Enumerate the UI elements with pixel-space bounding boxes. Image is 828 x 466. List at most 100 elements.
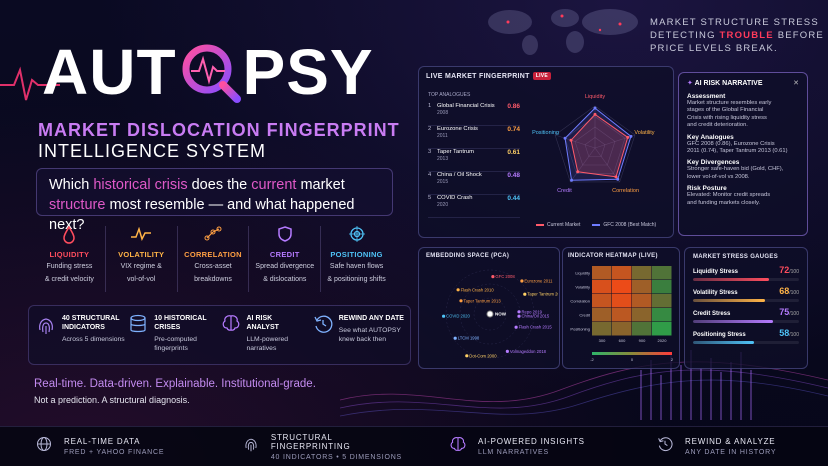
stat-title: 40 STRUCTURAL: [62, 315, 120, 322]
globe-icon: [34, 436, 54, 457]
embedding-point[interactable]: [459, 299, 463, 303]
dimension-positioning: POSITIONING Safe haven flows & positioni…: [321, 226, 392, 292]
gauge-label: Positioning Stress: [693, 332, 746, 338]
heatmap-cell[interactable]: [632, 322, 652, 336]
bottom-feature-bar: REAL-TIME DATA FRED + YAHOO FINANCE STRUC…: [0, 426, 828, 466]
radar-axis-label: Liquidity: [585, 94, 605, 100]
heatmap-cell[interactable]: [592, 280, 612, 294]
gauge-suffix: /100: [789, 269, 799, 275]
heatmap-cell[interactable]: [632, 280, 652, 294]
analogue-rank: 3: [428, 149, 432, 155]
heatmap-cell[interactable]: [632, 266, 652, 280]
stat-title: REWIND ANY DATE: [338, 315, 404, 322]
radar-series-current-point: [569, 138, 573, 142]
legend-current: Current Market: [536, 222, 580, 228]
radar-series-gfc-point: [593, 106, 597, 110]
heatmap-cell[interactable]: [652, 322, 672, 336]
ai-narrative-panel: ✦ AI RISK NARRATIVE ✕ Assessment Market …: [678, 72, 808, 236]
embedding-point-label: Repo 2019: [522, 309, 543, 314]
analogues-text: GFC 2008 (0.86), Eurozone Crisis: [687, 140, 775, 147]
embedding-point[interactable]: [442, 314, 446, 318]
fingerprint-icon: [241, 435, 261, 458]
gauge-fill: [693, 320, 773, 323]
radar-axis-label: Positioning: [532, 130, 559, 136]
heatmap-cell[interactable]: [652, 280, 672, 294]
heatmap-cell[interactable]: [612, 266, 632, 280]
analogue-row[interactable]: 2 Eurozone Crisis 2011 0.74: [428, 126, 520, 149]
dimension-desc: & positioning shifts: [327, 276, 386, 283]
embedding-title: EMBEDDING SPACE (PCA): [426, 253, 510, 259]
heatmap-cell[interactable]: [592, 322, 612, 336]
dimension-desc: Funding stress: [46, 263, 93, 270]
heatmap-cell[interactable]: [632, 308, 652, 322]
analogues-label: Key Analogues: [687, 133, 734, 141]
analogue-row[interactable]: 4 China / Oil Shock 2015 0.48: [428, 172, 520, 195]
embedding-point[interactable]: [456, 288, 460, 292]
embedding-ring: [473, 297, 507, 331]
tagline-highlight: TROUBLE: [719, 30, 774, 41]
analogue-row[interactable]: 5 COVID Crash 2020 0.44: [428, 195, 520, 218]
dimension-title: LIQUIDITY: [49, 250, 90, 259]
heatmap-cell[interactable]: [612, 322, 632, 336]
analogue-year: 2008: [437, 110, 449, 116]
embedding-point[interactable]: [517, 310, 521, 314]
narrative-title-text: AI RISK NARRATIVE: [694, 80, 763, 87]
embedding-point[interactable]: [523, 292, 527, 296]
heatmap-cell[interactable]: [632, 294, 652, 308]
heatmap-cell[interactable]: [592, 308, 612, 322]
radar-series-current-point: [614, 175, 618, 179]
stat-title: ANALYST: [246, 324, 279, 331]
stat-title: INDICATORS: [62, 324, 105, 331]
heatmap-cell[interactable]: [592, 294, 612, 308]
heatmap-cell[interactable]: [612, 280, 632, 294]
gauge-value-number: 58: [779, 328, 790, 338]
feature-ai-insights: AI-POWERED INSIGHTS LLM NARRATIVES: [414, 427, 621, 466]
heatmap-cell[interactable]: [612, 308, 632, 322]
close-icon[interactable]: ✕: [793, 80, 799, 87]
gauge-suffix: /100: [789, 311, 799, 317]
radar-series-gfc-point: [570, 178, 574, 182]
gauge-value: 75/100: [779, 307, 799, 317]
dimension-desc: Spread divergence: [255, 263, 315, 270]
radar-grid: [554, 105, 636, 183]
radar-legend: Current Market GFC 2008 (Best Match): [536, 222, 656, 228]
stress-gauge: Positioning Stress 58/100: [693, 328, 799, 344]
embedding-point[interactable]: [465, 354, 469, 358]
heatmap-cell[interactable]: [652, 308, 672, 322]
radar-series-current-point: [626, 135, 630, 139]
analogue-rank: 5: [428, 195, 432, 201]
analogue-score: 0.86: [507, 103, 520, 110]
gauge-suffix: /100: [789, 290, 799, 296]
heatmap-scale-label: -2: [590, 357, 594, 362]
analogue-row[interactable]: 1 Global Financial Crisis 2008 0.86: [428, 103, 520, 126]
dimension-desc: & credit velocity: [44, 276, 94, 283]
embedding-point[interactable]: [505, 349, 509, 353]
tagline-text: BEFORE: [773, 30, 824, 41]
divergences-label: Key Divergences: [687, 159, 740, 167]
heatmap-cell[interactable]: [652, 266, 672, 280]
embedding-point[interactable]: [514, 325, 518, 329]
magnifier-icon: [179, 41, 241, 103]
dimension-liquidity: LIQUIDITY Funding stress & credit veloci…: [34, 225, 106, 292]
heatmap-cell[interactable]: [652, 294, 672, 308]
heatmap-cell[interactable]: [592, 266, 612, 280]
dimension-correlation: CORRELATION Cross-asset breakdowns: [178, 226, 250, 292]
embedding-point[interactable]: [520, 279, 524, 283]
stat-desc: narratives: [246, 345, 277, 352]
analogues-title: TOP ANALOGUES: [428, 92, 471, 98]
embedding-point[interactable]: [517, 314, 521, 318]
stat-crises: 10 HISTORICAL CRISES Pre-computed finger…: [127, 314, 219, 356]
analogue-row[interactable]: 3 Taper Tantrum 2013 0.61: [428, 149, 520, 172]
tagline: MARKET STRUCTURE STRESS DETECTING TROUBL…: [650, 16, 824, 55]
embedding-point[interactable]: [491, 275, 495, 279]
feature-desc: LLM NARRATIVES: [478, 449, 549, 456]
gauge-suffix: /100: [789, 332, 799, 338]
radar-axis: [570, 147, 596, 183]
heatmap-row-label: Positioning: [570, 327, 590, 332]
now-marker[interactable]: [486, 310, 494, 318]
embedding-point[interactable]: [453, 336, 457, 340]
heatmap-scale-label: 2: [671, 357, 674, 362]
analogue-rank: 4: [428, 172, 432, 178]
stat-rewind: REWIND ANY DATE See what AUTOPSY knew ba…: [312, 314, 404, 356]
heatmap-cell[interactable]: [612, 294, 632, 308]
